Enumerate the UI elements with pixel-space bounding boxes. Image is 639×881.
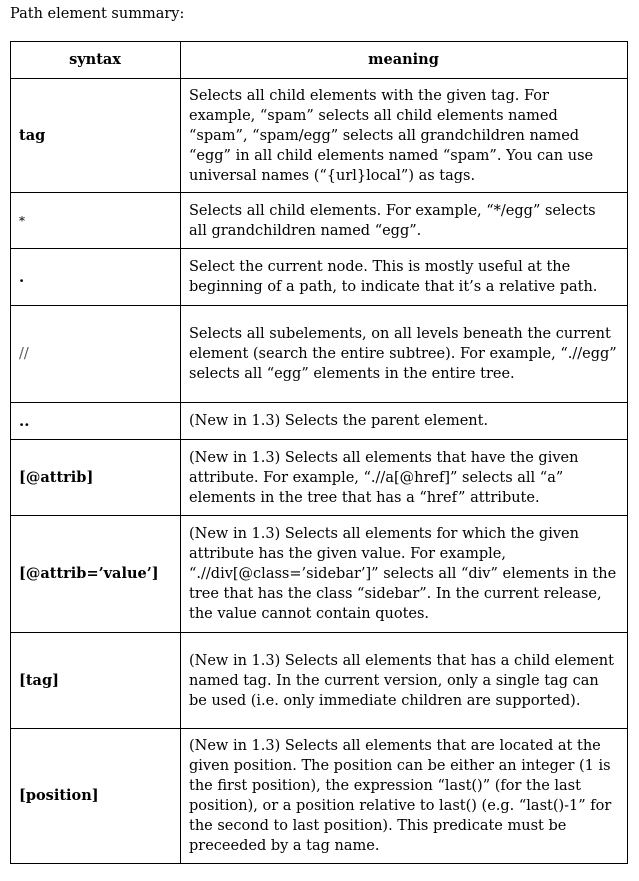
table-row: [@attrib] (New in 1.3) Selects all eleme… [10,439,628,516]
header-syntax: syntax [10,41,181,79]
meaning-cell: Selects all child elements with the give… [180,78,628,193]
header-row: syntax meaning [10,41,628,79]
table-row: // Selects all subelements, on all level… [10,305,628,403]
meaning-cell: Select the current node. This is mostly … [180,248,628,306]
table-row: [position] (New in 1.3) Selects all elem… [10,728,628,864]
table-row: * Selects all child elements. For exampl… [10,192,628,249]
meaning-cell: (New in 1.3) Selects all elements that h… [180,439,628,516]
syntax-cell: [tag] [10,632,181,729]
meaning-cell: (New in 1.3) Selects all elements for wh… [180,515,628,633]
table-row: tag Selects all child elements with the … [10,78,628,193]
meaning-cell: (New in 1.3) Selects all elements that a… [180,728,628,864]
table-row: [tag] (New in 1.3) Selects all elements … [10,632,628,729]
meaning-cell: Selects all subelements, on all levels b… [180,305,628,403]
meaning-cell: (New in 1.3) Selects all elements that h… [180,632,628,729]
syntax-cell: [@attrib] [10,439,181,516]
syntax-cell: // [10,305,181,403]
table-row: [@attrib=’value’] (New in 1.3) Selects a… [10,515,628,633]
header-meaning: meaning [180,41,628,79]
syntax-cell: .. [10,402,181,440]
table-row: .. (New in 1.3) Selects the parent eleme… [10,402,628,440]
syntax-cell: [position] [10,728,181,864]
syntax-cell: * [10,192,181,249]
meaning-cell: Selects all child elements. For example,… [180,192,628,249]
table-row: . Select the current node. This is mostl… [10,248,628,306]
syntax-cell: [@attrib=’value’] [10,515,181,633]
path-element-summary-table: syntax meaning tag Selects all child ele… [10,41,628,864]
caption: Path element summary: [10,6,185,22]
syntax-cell: . [10,248,181,306]
meaning-cell: (New in 1.3) Selects the parent element. [180,402,628,440]
syntax-cell: tag [10,78,181,193]
